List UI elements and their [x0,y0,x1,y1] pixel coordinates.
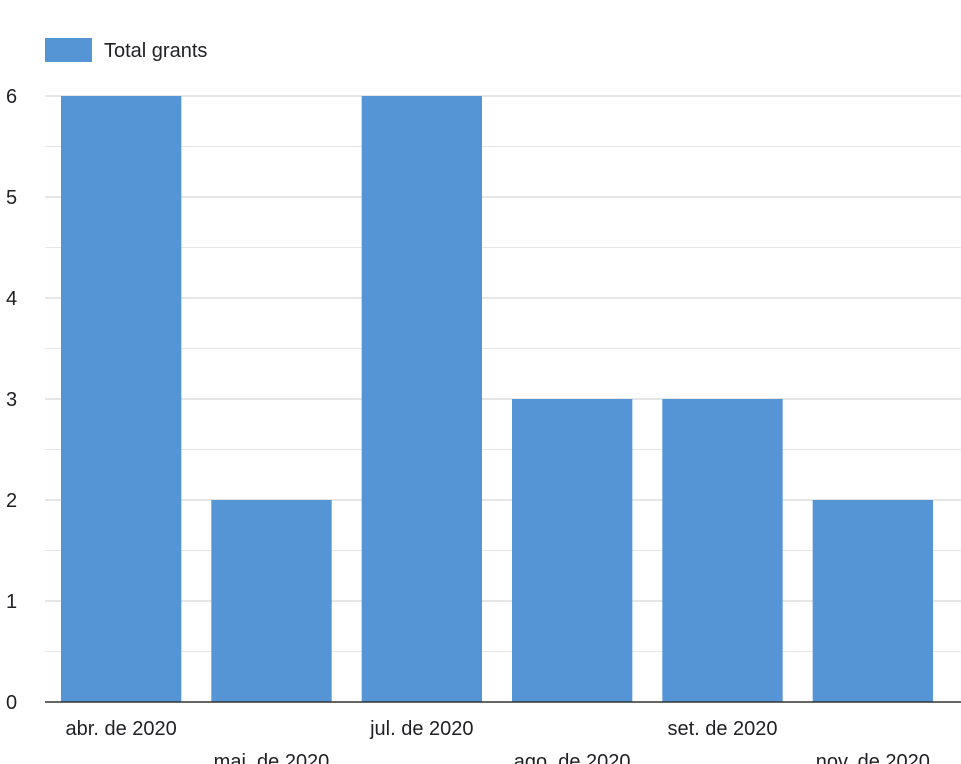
bar-5[interactable] [662,399,783,702]
x-category-label: set. de 2020 [667,718,777,740]
y-tick-label: 6 [6,86,17,108]
y-tick-label: 2 [6,490,17,512]
y-tick-label: 3 [6,389,17,411]
x-category-label: abr. de 2020 [66,718,177,740]
x-category-label: mai. de 2020 [214,751,330,764]
x-category-label: ago. de 2020 [514,751,631,764]
legend: Total grants [45,38,207,62]
bars [61,96,933,702]
bar-3[interactable] [361,96,482,702]
legend-label-total-grants: Total grants [104,40,207,62]
y-tick-label: 5 [6,187,17,209]
bar-1[interactable] [61,96,182,702]
gridlines [45,95,961,652]
x-category-label: nov. de 2020 [816,751,930,764]
y-tick-label: 1 [6,591,17,613]
bar-4[interactable] [512,399,633,702]
x-category-label: jul. de 2020 [369,718,473,740]
x-axis-labels: abr. de 2020 mai. de 2020 jul. de 2020 ago.… [66,718,930,764]
bar-2[interactable] [211,500,332,702]
legend-swatch [45,38,92,62]
y-tick-label: 4 [6,288,17,310]
y-tick-label: 0 [6,692,17,714]
y-axis-ticks: 0 1 2 3 4 5 6 [6,86,17,714]
bar-6[interactable] [812,500,933,702]
